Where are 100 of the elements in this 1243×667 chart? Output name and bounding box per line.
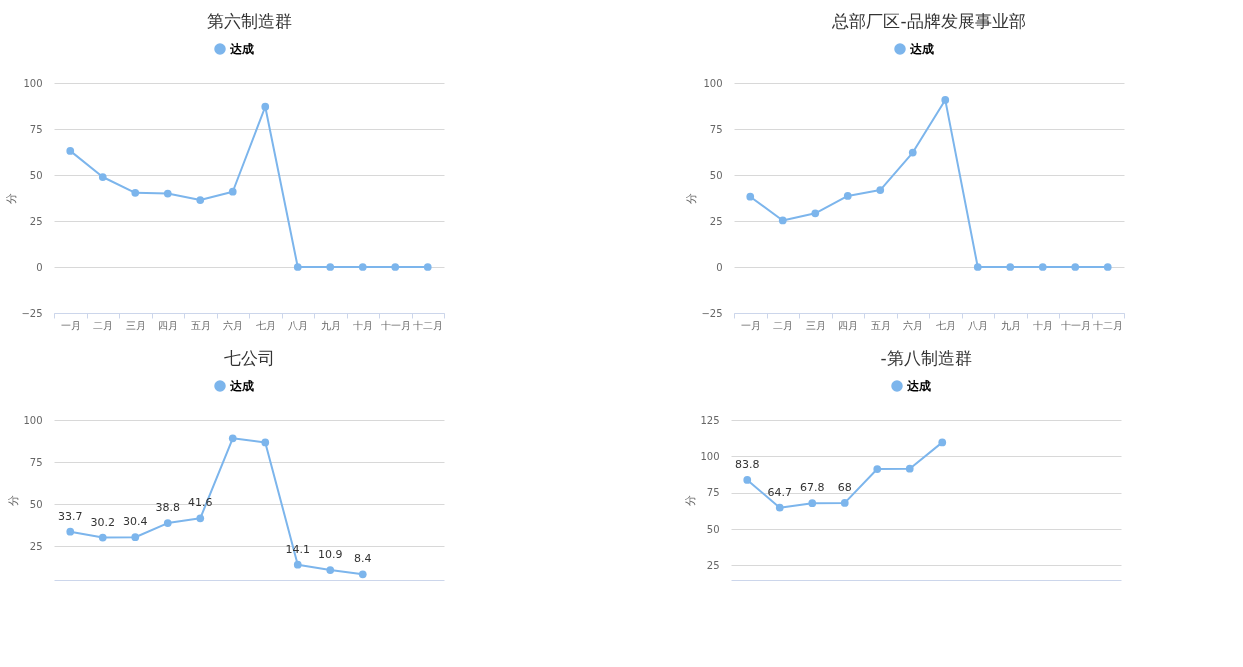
y-tick-label: 100 [23,77,43,89]
data-label: 8.4 [354,552,372,566]
y-tick-label: 0 [716,261,723,273]
data-label: 30.4 [123,515,148,529]
y-tick-label: 100 [703,77,723,89]
y-tick-label: 25 [29,215,43,227]
point [358,263,367,271]
point [843,192,852,200]
data-label: 67.8 [800,481,825,495]
y-tick-label: 100 [23,414,43,426]
y-tick-label: 75 [709,123,723,135]
point [938,438,947,447]
point [1071,263,1080,271]
y-tick-label: 50 [706,523,720,535]
data-label: 38.8 [155,501,180,515]
y-tick-label: 0 [36,261,43,273]
x-tick-label: 三月 [805,319,826,331]
data-label: 33.7 [58,509,83,523]
point [1103,263,1112,271]
point [808,499,817,508]
point [163,519,172,527]
point [941,96,950,104]
x-tick-label: 八月 [968,319,989,331]
data-label: 68 [837,480,852,494]
point [905,464,914,473]
y-axis-title: 分 [5,193,19,204]
y-tick-label: 50 [709,169,723,181]
y-tick-label: 25 [706,559,720,571]
x-tick-label: 七月 [935,319,956,331]
y-tick-label: 25 [29,540,43,552]
y-tick-label: 75 [706,487,720,499]
point [973,263,982,271]
x-tick-label: 九月 [1000,319,1021,331]
point [775,503,784,512]
point [66,527,75,536]
x-tick-label: 五月 [870,319,891,331]
point [261,102,270,111]
x-tick-label: 一月 [60,319,81,331]
chart-title: 总部厂区-品牌发展事业部 [831,11,1026,31]
point [391,263,400,271]
x-tick-label: 九月 [320,319,341,331]
point [778,216,787,225]
y-tick-label: 75 [29,456,43,468]
point [1038,263,1047,271]
chart-title: -第八制造群 [880,348,972,368]
legend-label: 达成 [229,379,254,393]
point [873,465,882,473]
x-tick-label: 四月 [158,319,179,331]
x-tick-label: 十一月 [1060,319,1091,331]
x-tick-label: 二月 [773,319,794,331]
point [908,148,917,157]
data-label: 64.7 [767,485,792,499]
point [811,209,820,218]
point [66,147,75,155]
x-tick-label: 十月 [353,319,374,331]
point [131,533,140,542]
x-tick-label: 六月 [223,319,244,331]
y-axis-title: 分 [7,495,21,506]
x-tick-label: 二月 [93,319,114,331]
x-tick-label: 五月 [190,319,211,331]
point [228,187,237,196]
data-label: 10.9 [318,548,343,562]
point [743,476,752,484]
y-tick-label: 50 [29,169,43,181]
point [326,566,335,574]
point [196,514,205,523]
x-tick-label: 十月 [1033,319,1054,331]
x-tick-label: 一月 [740,319,761,331]
y-tick-label: 75 [29,123,43,135]
legend-label: 达成 [906,379,931,393]
x-tick-label: 八月 [288,319,309,331]
point [293,560,302,569]
x-tick-label: 六月 [903,319,924,331]
chart-title: 七公司 [223,348,275,368]
point [293,263,302,271]
x-tick-label: 十二月 [413,319,444,331]
y-tick-label: −25 [701,307,723,319]
point [98,173,107,181]
point [98,533,107,542]
y-axis-title: 分 [685,193,699,204]
point [876,186,885,194]
point [358,570,367,579]
point [261,438,270,447]
legend-label: 达成 [909,42,934,56]
y-axis-title: 分 [684,495,698,506]
point [840,499,849,507]
y-tick-label: 50 [29,498,43,510]
y-tick-label: 100 [700,450,720,462]
chart-title: 第六制造群 [206,11,292,31]
y-tick-label: 125 [700,414,720,426]
point [228,434,237,443]
legend-label: 达成 [229,42,254,56]
x-tick-label: 十一月 [380,319,411,331]
point [196,196,205,204]
x-tick-label: 七月 [255,319,276,331]
x-tick-label: 十二月 [1093,319,1124,331]
data-label: 30.2 [90,515,115,529]
point [326,263,335,271]
data-label: 83.8 [735,457,760,471]
point [131,188,140,197]
